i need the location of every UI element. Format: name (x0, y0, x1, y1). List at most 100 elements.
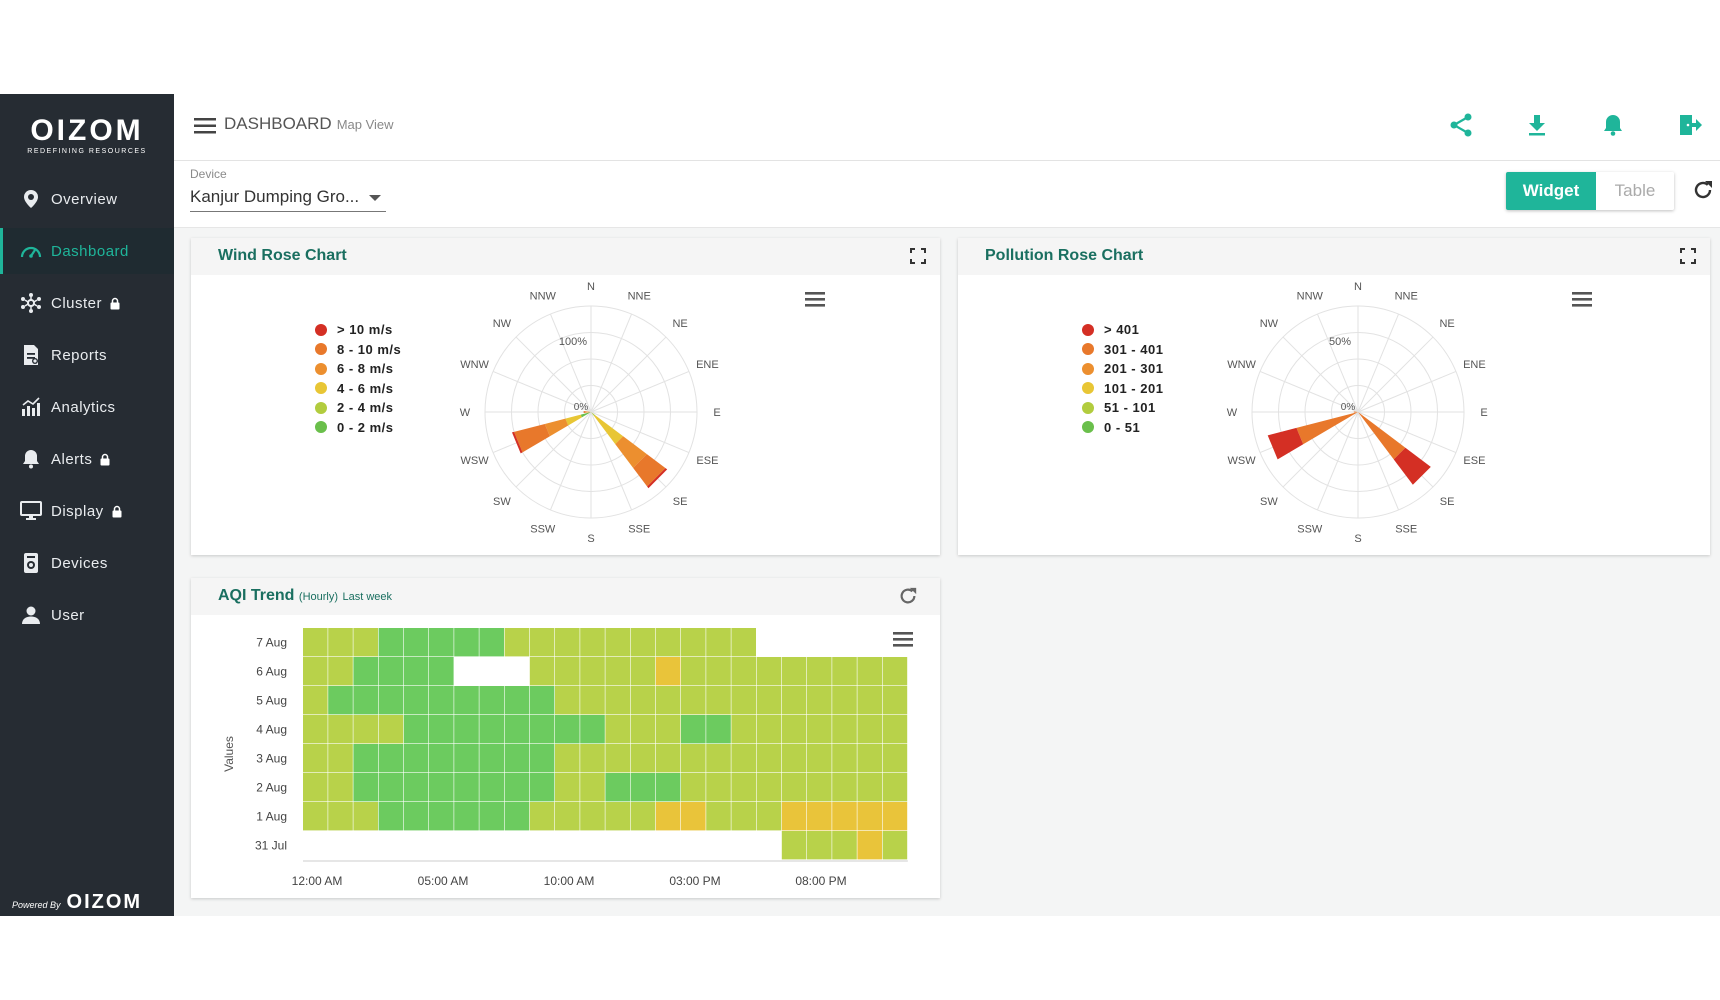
sidebar-item-dashboard[interactable]: Dashboard (0, 228, 174, 274)
bell-icon (20, 448, 42, 470)
menu-toggle-icon[interactable] (194, 118, 216, 139)
heatmap-cell (832, 744, 857, 773)
heatmap-cell (479, 802, 504, 831)
legend-item[interactable]: 4 - 6 m/s (315, 379, 401, 399)
aqi-heatmap: 7 Aug 6 Aug 5 Aug 4 Aug 3 Aug 2 Aug 1 Aug 31 Ju… (222, 628, 908, 888)
brand-tagline: REDEFINING RESOURCES (27, 148, 147, 155)
heatmap-cell (353, 715, 378, 744)
notification-bell-icon[interactable] (1600, 112, 1626, 138)
widget-view-button[interactable]: Widget (1506, 172, 1596, 210)
heatmap-cell (882, 773, 908, 802)
page-subtitle[interactable]: Map View (336, 117, 394, 132)
direction-label: WNW (1227, 359, 1256, 371)
heatmap-cell (731, 802, 756, 831)
view-toggle: Widget Table (1506, 172, 1674, 210)
legend-item[interactable]: > 401 (1082, 320, 1163, 340)
heatmap-cell (353, 802, 378, 831)
sidebar-item-alerts[interactable]: Alerts (0, 436, 174, 482)
direction-label: SSE (1395, 523, 1417, 535)
sidebar-item-reports[interactable]: Reports (0, 332, 174, 378)
heatmap-cell (605, 628, 630, 657)
heatmap-cell (756, 715, 782, 744)
chart-menu-icon[interactable] (805, 292, 825, 312)
legend-item[interactable]: 101 - 201 (1082, 379, 1163, 399)
rose-spoke (1357, 370, 1457, 413)
share-icon[interactable] (1448, 112, 1474, 138)
direction-label: WSW (1228, 455, 1257, 467)
direction-label: WSW (461, 455, 490, 467)
legend-swatch (315, 362, 327, 375)
sidebar-item-user[interactable]: User (0, 592, 174, 638)
sidebar-item-overview[interactable]: Overview (0, 176, 174, 222)
heatmap-cell (429, 657, 454, 686)
rose-sector-segment (514, 423, 550, 453)
legend-item[interactable]: 8 - 10 m/s (315, 340, 401, 360)
legend-item[interactable]: 201 - 301 (1082, 359, 1163, 379)
legend-item[interactable]: 0 - 2 m/s (315, 418, 401, 438)
heatmap-cell (630, 628, 656, 657)
chart-menu-icon[interactable] (1572, 292, 1592, 312)
fullscreen-icon[interactable] (1680, 248, 1696, 269)
heatmap-cell (555, 744, 580, 773)
chevron-down-icon (369, 195, 381, 201)
heatmap-cell (882, 657, 908, 686)
heatmap-cell (756, 686, 782, 715)
rose-sector-segment (594, 415, 624, 445)
legend-label: 8 - 10 m/s (337, 341, 402, 357)
sidebar-item-devices[interactable]: Devices (0, 540, 174, 586)
table-view-button[interactable]: Table (1596, 172, 1674, 210)
chart-menu-icon[interactable] (893, 632, 913, 652)
breadcrumb: DASHBOARD Map View (224, 114, 394, 134)
download-icon[interactable] (1524, 112, 1550, 138)
legend-item[interactable]: 51 - 101 (1082, 398, 1163, 418)
heatmap-cell (353, 628, 378, 657)
heatmap-cell (832, 686, 857, 715)
monitor-icon (20, 500, 42, 522)
legend-item[interactable]: 6 - 8 m/s (315, 359, 401, 379)
brand-name: OIZOM (30, 114, 144, 147)
heatmap-cell (328, 628, 353, 657)
legend-item[interactable]: 0 - 51 (1082, 418, 1163, 438)
legend-item[interactable]: 301 - 401 (1082, 340, 1163, 360)
x-tick-label: 03:00 PM (669, 874, 720, 888)
heatmap-cell (479, 744, 504, 773)
rose-sector-segment (1355, 411, 1358, 413)
heatmap-cell (479, 686, 504, 715)
direction-label: SSW (530, 523, 556, 535)
device-select[interactable]: Kanjur Dumping Gro... (190, 183, 386, 212)
heatmap-cell (454, 802, 479, 831)
heatmap-cell (454, 686, 479, 715)
heatmap-cell (555, 628, 580, 657)
sidebar-item-display[interactable]: Display (0, 488, 174, 534)
legend-item[interactable]: 2 - 4 m/s (315, 398, 401, 418)
wind-rose-plot: N NNE NE ENE E ESE SE SSE S SSW SW WSW W WNW NW NNW 100%… (460, 281, 721, 545)
heatmap-cell (731, 657, 756, 686)
heatmap-cell (706, 773, 731, 802)
sidebar-item-cluster[interactable]: Cluster (0, 280, 174, 326)
refresh-icon[interactable] (1692, 179, 1714, 206)
rose-sector-segment (591, 412, 596, 417)
heatmap-cell (504, 802, 530, 831)
heatmap-cell (303, 744, 328, 773)
heatmap-cell (731, 628, 756, 657)
heatmap-cell (731, 686, 756, 715)
heatmap-cell (378, 657, 404, 686)
logout-icon[interactable] (1676, 112, 1702, 138)
heatmap-cell (504, 773, 530, 802)
rose-spoke (1282, 336, 1359, 413)
heatmap-cell (328, 657, 353, 686)
refresh-icon[interactable] (898, 586, 918, 611)
rose-spoke (549, 313, 592, 413)
sidebar-item-analytics[interactable]: Analytics (0, 384, 174, 430)
heatmap-cell (807, 831, 832, 860)
powered-by-logo: OIZOM (66, 891, 143, 913)
fullscreen-icon[interactable] (910, 248, 926, 269)
powered-by: Powered By OIZOM (12, 891, 142, 914)
brand-logo[interactable]: OIZOM REDEFINING RESOURCES (20, 114, 154, 156)
heatmap-cell (681, 744, 706, 773)
heatmap-cell (429, 802, 454, 831)
heatmap-cell (529, 657, 555, 686)
speedometer-icon (20, 240, 42, 262)
heatmap-cell (403, 657, 429, 686)
legend-item[interactable]: > 10 m/s (315, 320, 401, 340)
